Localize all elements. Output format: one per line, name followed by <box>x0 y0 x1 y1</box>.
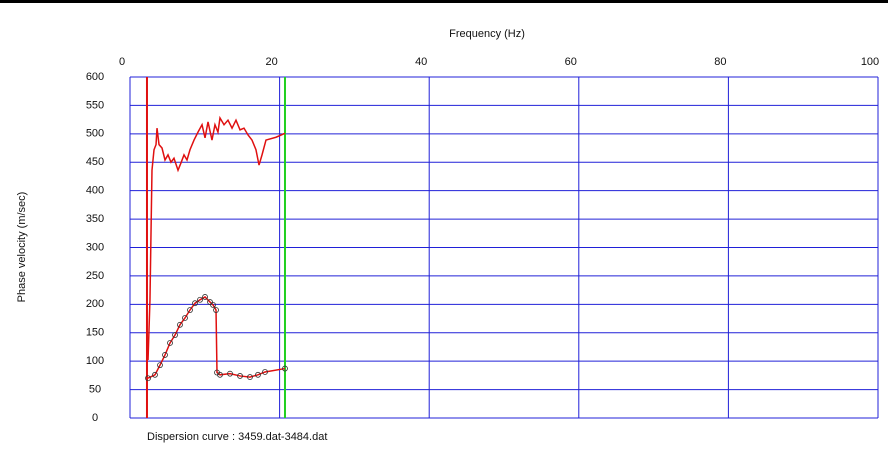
y-tick-label: 500 <box>86 128 104 140</box>
y-tick-label: 600 <box>86 71 104 83</box>
y-tick-label: 150 <box>86 327 104 339</box>
x-tick-label: 60 <box>565 56 577 68</box>
data-point <box>197 296 203 303</box>
x-tick-label: 100 <box>861 56 879 68</box>
data-point <box>255 371 261 378</box>
data-point <box>152 371 158 378</box>
caption: Dispersion curve : 3459.dat-3484.dat <box>147 431 327 443</box>
y-tick-label: 250 <box>86 270 104 282</box>
data-point <box>202 294 208 300</box>
data-point <box>182 315 188 321</box>
y-tick-label: 300 <box>86 241 104 253</box>
x-tick-label: 80 <box>714 56 726 68</box>
data-point <box>210 302 216 308</box>
y-tick-label: 400 <box>86 185 104 197</box>
data-point <box>192 300 198 307</box>
data-point <box>177 321 183 328</box>
x-tick-label: 0 <box>119 56 125 68</box>
y-tick-label: 50 <box>89 383 101 395</box>
x-tick-label: 20 <box>265 56 277 68</box>
data-point <box>227 370 233 377</box>
y-tick-label: 200 <box>86 298 104 310</box>
data-point <box>172 332 178 338</box>
data-point <box>157 362 163 369</box>
y-tick-label: 0 <box>92 412 98 424</box>
data-line <box>147 296 286 379</box>
y-tick-label: 450 <box>86 156 104 168</box>
data-point <box>213 307 219 313</box>
data-line <box>147 115 286 361</box>
x-tick-label: 40 <box>415 56 427 68</box>
data-point <box>262 369 268 375</box>
data-point <box>162 352 168 358</box>
data-point <box>187 307 193 313</box>
data-point <box>282 365 288 372</box>
y-axis-label: Phase velocity (m/sec) <box>16 192 28 303</box>
x-axis-label: Frequency (Hz) <box>449 28 525 40</box>
data-point <box>217 371 223 378</box>
data-point <box>167 340 173 346</box>
data-point <box>237 373 243 379</box>
data-point <box>247 374 253 380</box>
y-tick-label: 350 <box>86 213 104 225</box>
top-bar <box>0 0 888 3</box>
y-tick-label: 100 <box>86 355 104 367</box>
y-tick-label: 550 <box>86 99 104 111</box>
data-point <box>145 375 151 382</box>
